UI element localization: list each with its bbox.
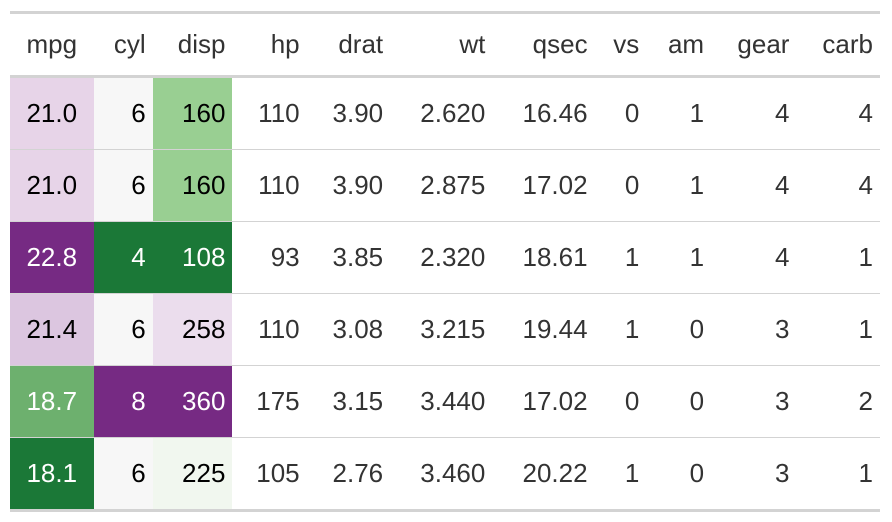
cell-cyl: 6 [93,149,153,222]
header-row: mpg cyl disp hp drat wt qsec vs am gear carb [10,12,880,78]
cell-drat: 3.90 [306,76,391,150]
cell-am: 1 [646,149,712,222]
cell-am: 0 [689,458,705,488]
column-header-gear: gear [711,12,797,78]
cell-gear: 3 [711,365,797,438]
cell-qsec: 18.61 [492,221,595,294]
cell-am: 1 [646,221,712,294]
cell-carb: 4 [796,149,880,222]
cell-hp: 110 [232,293,307,366]
column-header-am: am [646,12,712,78]
data-table: mpg cyl disp hp drat wt qsec vs am gear carb 21.0 6… [10,11,880,512]
cell-disp: 258 [152,293,233,366]
column-header-mpg: mpg [10,12,94,78]
cell-wt: 2.320 [390,221,493,294]
cell-am: 0 [646,365,712,438]
cell-carb: 1 [858,458,873,488]
cell-vs: 1 [624,458,640,488]
cell-vs: 1 [594,221,647,294]
cell-drat: 2.76 [332,458,384,488]
cell-mpg: 21.4 [10,293,94,366]
cell-drat: 3.85 [306,221,391,294]
cell-carb: 1 [796,221,880,294]
cell-vs: 0 [594,365,647,438]
cell-wt: 2.620 [390,76,493,150]
cell-am: 1 [646,76,712,150]
cell-mpg: 21.0 [10,149,94,222]
cell-disp: 108 [152,221,233,294]
cell-hp: 175 [232,365,307,438]
table-row: 18.7 8 360 175 3.15 3.440 17.02 0 0 3 2 [10,365,880,438]
cell-disp: 360 [152,365,233,438]
cell-vs: 1 [594,293,647,366]
cell-hp: 110 [232,76,307,150]
cell-qsec: 20.22 [522,458,588,488]
table-row: 21.0 6 160 110 3.90 2.620 16.46 0 1 4 4 [10,76,880,150]
cell-disp: 225 [152,437,233,511]
cell-gear: 4 [711,221,797,294]
cell-gear: 3 [711,293,797,366]
cell-mpg: 18.1 [10,437,94,511]
column-header-drat: drat [306,12,391,78]
cell-wt: 3.440 [390,365,493,438]
cell-qsec: 17.02 [492,365,595,438]
cell-wt: 3.215 [390,293,493,366]
cell-carb: 4 [796,76,880,150]
cell-hp: 110 [232,149,307,222]
cell-disp: 160 [152,76,233,150]
cell-hp: 105 [256,458,300,488]
table-row: 21.0 6 160 110 3.90 2.875 17.02 0 1 4 4 [10,149,880,222]
cell-hp: 93 [232,221,307,294]
cell-qsec: 19.44 [492,293,595,366]
cell-disp: 160 [152,149,233,222]
cell-drat: 3.90 [306,149,391,222]
cell-gear: 4 [711,76,797,150]
cell-cyl: 4 [93,221,153,294]
column-header-cyl: cyl [93,12,153,78]
cell-qsec: 16.46 [492,76,595,150]
column-header-hp: hp [232,12,307,78]
table-row: 21.4 6 258 110 3.08 3.215 19.44 1 0 3 1 [10,293,880,366]
cell-mpg: 21.0 [10,76,94,150]
cell-carb: 1 [796,293,880,366]
column-header-qsec: qsec [492,12,595,78]
table-row: 18.1 6 225 105 2.76 3.460 20.22 1 0 3 1 [10,437,880,511]
cell-carb: 2 [796,365,880,438]
cell-cyl: 6 [93,437,153,511]
cell-mpg: 22.8 [10,221,94,294]
cell-cyl: 6 [93,76,153,150]
cell-vs: 0 [594,76,647,150]
cell-mpg: 18.7 [10,365,94,438]
table-row: 22.8 4 108 93 3.85 2.320 18.61 1 1 4 1 [10,221,880,294]
cell-am: 0 [646,293,712,366]
cell-drat: 3.08 [306,293,391,366]
column-header-vs: vs [594,12,647,78]
column-header-wt: wt [390,12,493,78]
cell-vs: 0 [594,149,647,222]
cell-gear: 4 [711,149,797,222]
cell-wt: 2.875 [390,149,493,222]
cell-wt: 3.460 [420,458,486,488]
cell-drat: 3.15 [306,365,391,438]
cell-cyl: 6 [93,293,153,366]
column-header-disp: disp [152,12,233,78]
cell-cyl: 8 [93,365,153,438]
cell-gear: 3 [774,458,790,488]
cell-qsec: 17.02 [492,149,595,222]
column-header-carb: carb [796,12,880,78]
